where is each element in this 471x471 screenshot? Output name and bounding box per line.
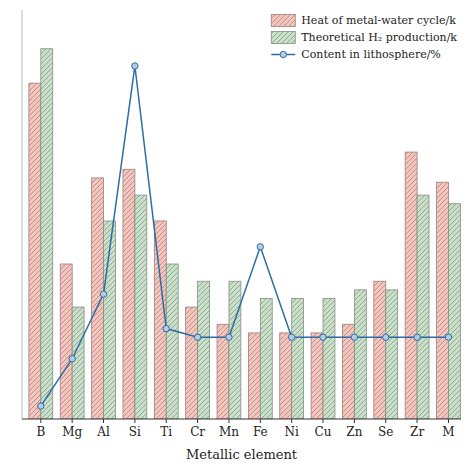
legend-label: Heat of metal-water cycle/k [301,14,456,27]
legend-swatch [271,15,295,27]
chart: B Mg Al Si Ti Cr Mn Fe Ni Cu Zn Se Zr M Metallic eleme… [0,0,471,471]
legend-label: Theoretical H₂ production/k [301,31,457,44]
x-tick-label: Cu [315,425,332,439]
bar [260,298,272,419]
bar [354,290,366,419]
x-tick-label: Mn [219,425,239,439]
marker [132,63,138,69]
bar [29,83,41,419]
x-tick-label: Se [378,425,393,439]
bar [198,281,210,419]
bar [41,49,53,419]
bar [292,298,304,419]
x-tick-label: Mg [62,425,82,439]
marker [69,356,75,362]
x-tick [354,419,355,423]
y-axis-line [22,10,23,419]
bar [448,204,460,419]
bar [186,307,198,419]
bar [60,264,72,419]
marker [163,325,169,331]
marker [383,334,389,340]
legend-label: Content in lithosphere/% [301,48,441,61]
marker [288,334,294,340]
bar [154,221,166,419]
marker [194,334,200,340]
bar [166,264,178,419]
marker [414,334,420,340]
marker [226,334,232,340]
x-tick [72,419,73,423]
x-tick-label: Si [129,425,141,439]
bar [123,169,135,419]
x-tick-label: Cr [190,425,205,439]
x-tick-label: B [36,425,45,439]
bar [437,182,449,419]
bar [72,307,84,419]
x-axis-label: Metallic element [186,447,298,462]
x-tick-label: Al [96,425,110,439]
bar [135,195,147,419]
bar [405,152,417,419]
bar [229,281,241,419]
x-tick-label: Zr [410,425,424,439]
bar-series [41,49,461,419]
legend: Heat of metal-water cycle/k Theoretical H… [271,14,457,61]
x-tick [417,419,418,423]
plot-area [29,49,460,419]
marker [445,334,451,340]
x-tick [228,419,229,423]
bar [386,290,398,419]
x-tick [385,419,386,423]
x-tick-label: Ni [284,425,299,439]
bar [374,281,386,419]
marker [100,291,106,297]
x-tick [166,419,167,423]
bar [417,195,429,419]
x-tick [291,419,292,423]
bar [311,333,323,419]
x-tick [323,419,324,423]
x-tick-label: Fe [253,425,268,439]
bar [248,333,260,419]
marker [351,334,357,340]
legend-swatch [271,32,295,44]
x-tick [448,419,449,423]
legend-swatch-marker [280,51,286,57]
x-tick [197,419,198,423]
x-tick-label: Zn [346,425,362,439]
marker [320,334,326,340]
line [41,66,449,406]
x-tick [134,419,135,423]
x-tick [260,419,261,423]
marker [257,244,263,250]
bar-series [29,83,449,419]
x-tick [103,419,104,423]
x-tick-label: Ti [160,425,172,439]
x-axis-line [22,419,461,420]
x-tick [40,419,41,423]
marker [38,403,44,409]
bar [280,333,292,419]
x-tick-label: M [442,425,454,439]
line-series [38,63,452,410]
bar [323,298,335,419]
